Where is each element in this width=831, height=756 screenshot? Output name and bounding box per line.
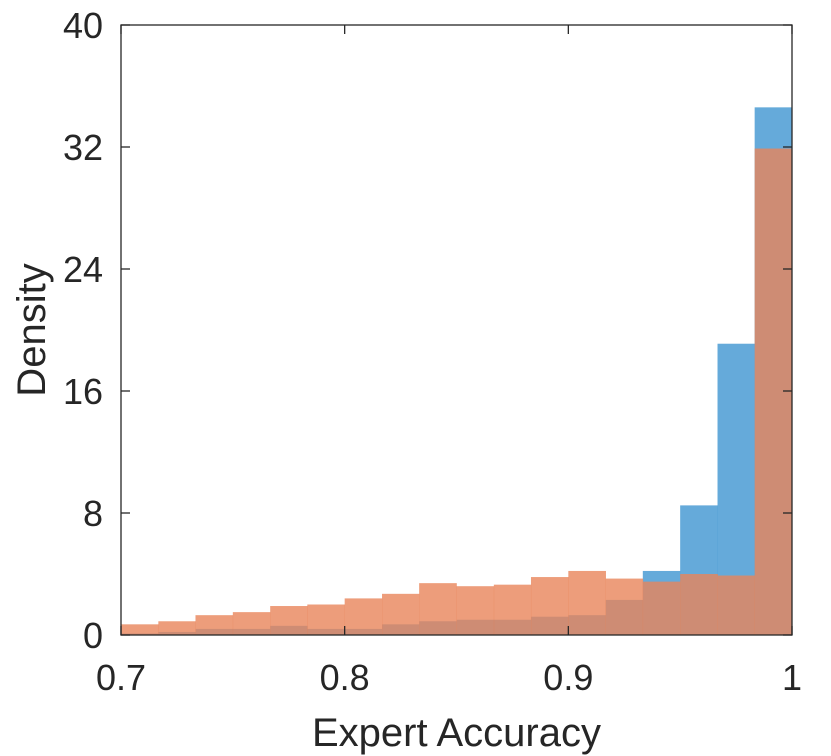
histogram-bar-series2	[642, 581, 681, 636]
bars-layer	[121, 107, 793, 636]
histogram-bar-series2	[307, 604, 345, 635]
y-tick-label: 8	[83, 493, 103, 534]
histogram-bar-series2	[605, 578, 644, 635]
histogram-bar-series2	[270, 606, 308, 635]
y-tick-label: 32	[63, 127, 103, 168]
histogram-bar-series2	[344, 598, 383, 635]
y-tick-label: 16	[63, 371, 103, 412]
histogram-bar-series2	[195, 615, 234, 635]
x-tick-label: 1	[782, 657, 802, 698]
histogram-bar-series2	[530, 577, 569, 635]
y-tick-label: 40	[63, 5, 103, 46]
axes-layer	[120, 24, 793, 636]
histogram-bar-series2	[717, 575, 755, 635]
histogram-bar-series2	[419, 583, 457, 635]
histogram-bar-series2	[121, 624, 159, 635]
histogram-bar-series2	[158, 621, 196, 635]
y-tick-label: 0	[83, 615, 103, 656]
y-tick-label: 24	[63, 249, 103, 290]
histogram-bar-series2	[456, 586, 495, 635]
histogram-bar-series2	[568, 570, 606, 635]
x-tick-label: 0.8	[320, 657, 370, 698]
y-axis-title: Density	[10, 263, 54, 396]
histogram-bar-series2	[680, 574, 718, 635]
histogram-bar-series2	[232, 612, 271, 636]
x-tick-label: 0.7	[96, 657, 146, 698]
tick-labels: 0.7 0.8 0.9 1 0 8 16 24 32 40	[63, 5, 802, 698]
x-axis-title: Expert Accuracy	[312, 711, 601, 755]
histogram-bar-series2	[754, 148, 793, 635]
histogram-bar-series2	[493, 584, 532, 635]
axes-box	[120, 24, 793, 636]
x-tick-label: 0.9	[543, 657, 593, 698]
histogram-bar-series2	[382, 593, 420, 635]
